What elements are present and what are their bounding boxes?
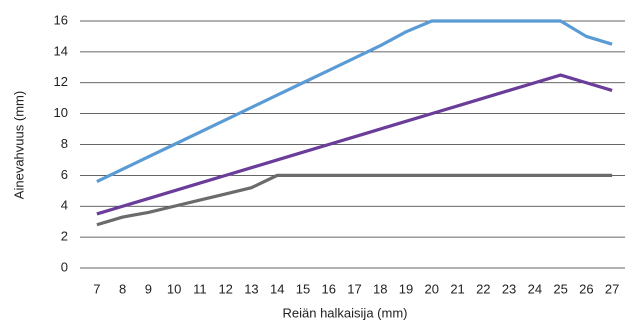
y-tick-label: 14	[54, 43, 68, 58]
x-tick-label: 19	[399, 281, 413, 296]
x-tick-label: 22	[476, 281, 490, 296]
y-tick-label: 4	[61, 198, 68, 213]
x-tick-label: 17	[347, 281, 361, 296]
y-tick-label: 6	[61, 167, 68, 182]
series-line	[96, 73, 613, 216]
x-tick-label: 23	[502, 281, 516, 296]
x-tick-label: 7	[93, 281, 100, 296]
x-tick-label: 27	[605, 281, 619, 296]
y-axis-title: Ainevahvuus (mm)	[11, 91, 26, 199]
x-axis-title: Reiän halkaisija (mm)	[283, 305, 408, 320]
x-tick-label: 10	[167, 281, 181, 296]
series-line	[96, 173, 613, 227]
x-tick-label: 16	[322, 281, 336, 296]
y-tick-label: 2	[61, 229, 68, 244]
x-tick-label: 14	[270, 281, 284, 296]
x-tick-label: 11	[193, 281, 207, 296]
x-tick-label: 12	[218, 281, 232, 296]
x-tick-label: 18	[373, 281, 387, 296]
x-tick-label: 21	[450, 281, 464, 296]
x-tick-label: 15	[296, 281, 310, 296]
y-tick-label: 8	[61, 136, 68, 151]
y-tick-label: 16	[54, 12, 68, 27]
x-tick-label: 13	[244, 281, 258, 296]
x-tick-label: 9	[145, 281, 152, 296]
y-tick-label: 10	[54, 105, 68, 120]
x-tick-label: 26	[579, 281, 593, 296]
x-tick-label: 20	[425, 281, 439, 296]
x-tick-label: 25	[553, 281, 567, 296]
y-tick-label: 0	[61, 259, 68, 274]
series-line	[96, 19, 613, 183]
y-tick-label: 12	[54, 74, 68, 89]
x-tick-label: 8	[119, 281, 126, 296]
x-tick-label: 24	[528, 281, 542, 296]
